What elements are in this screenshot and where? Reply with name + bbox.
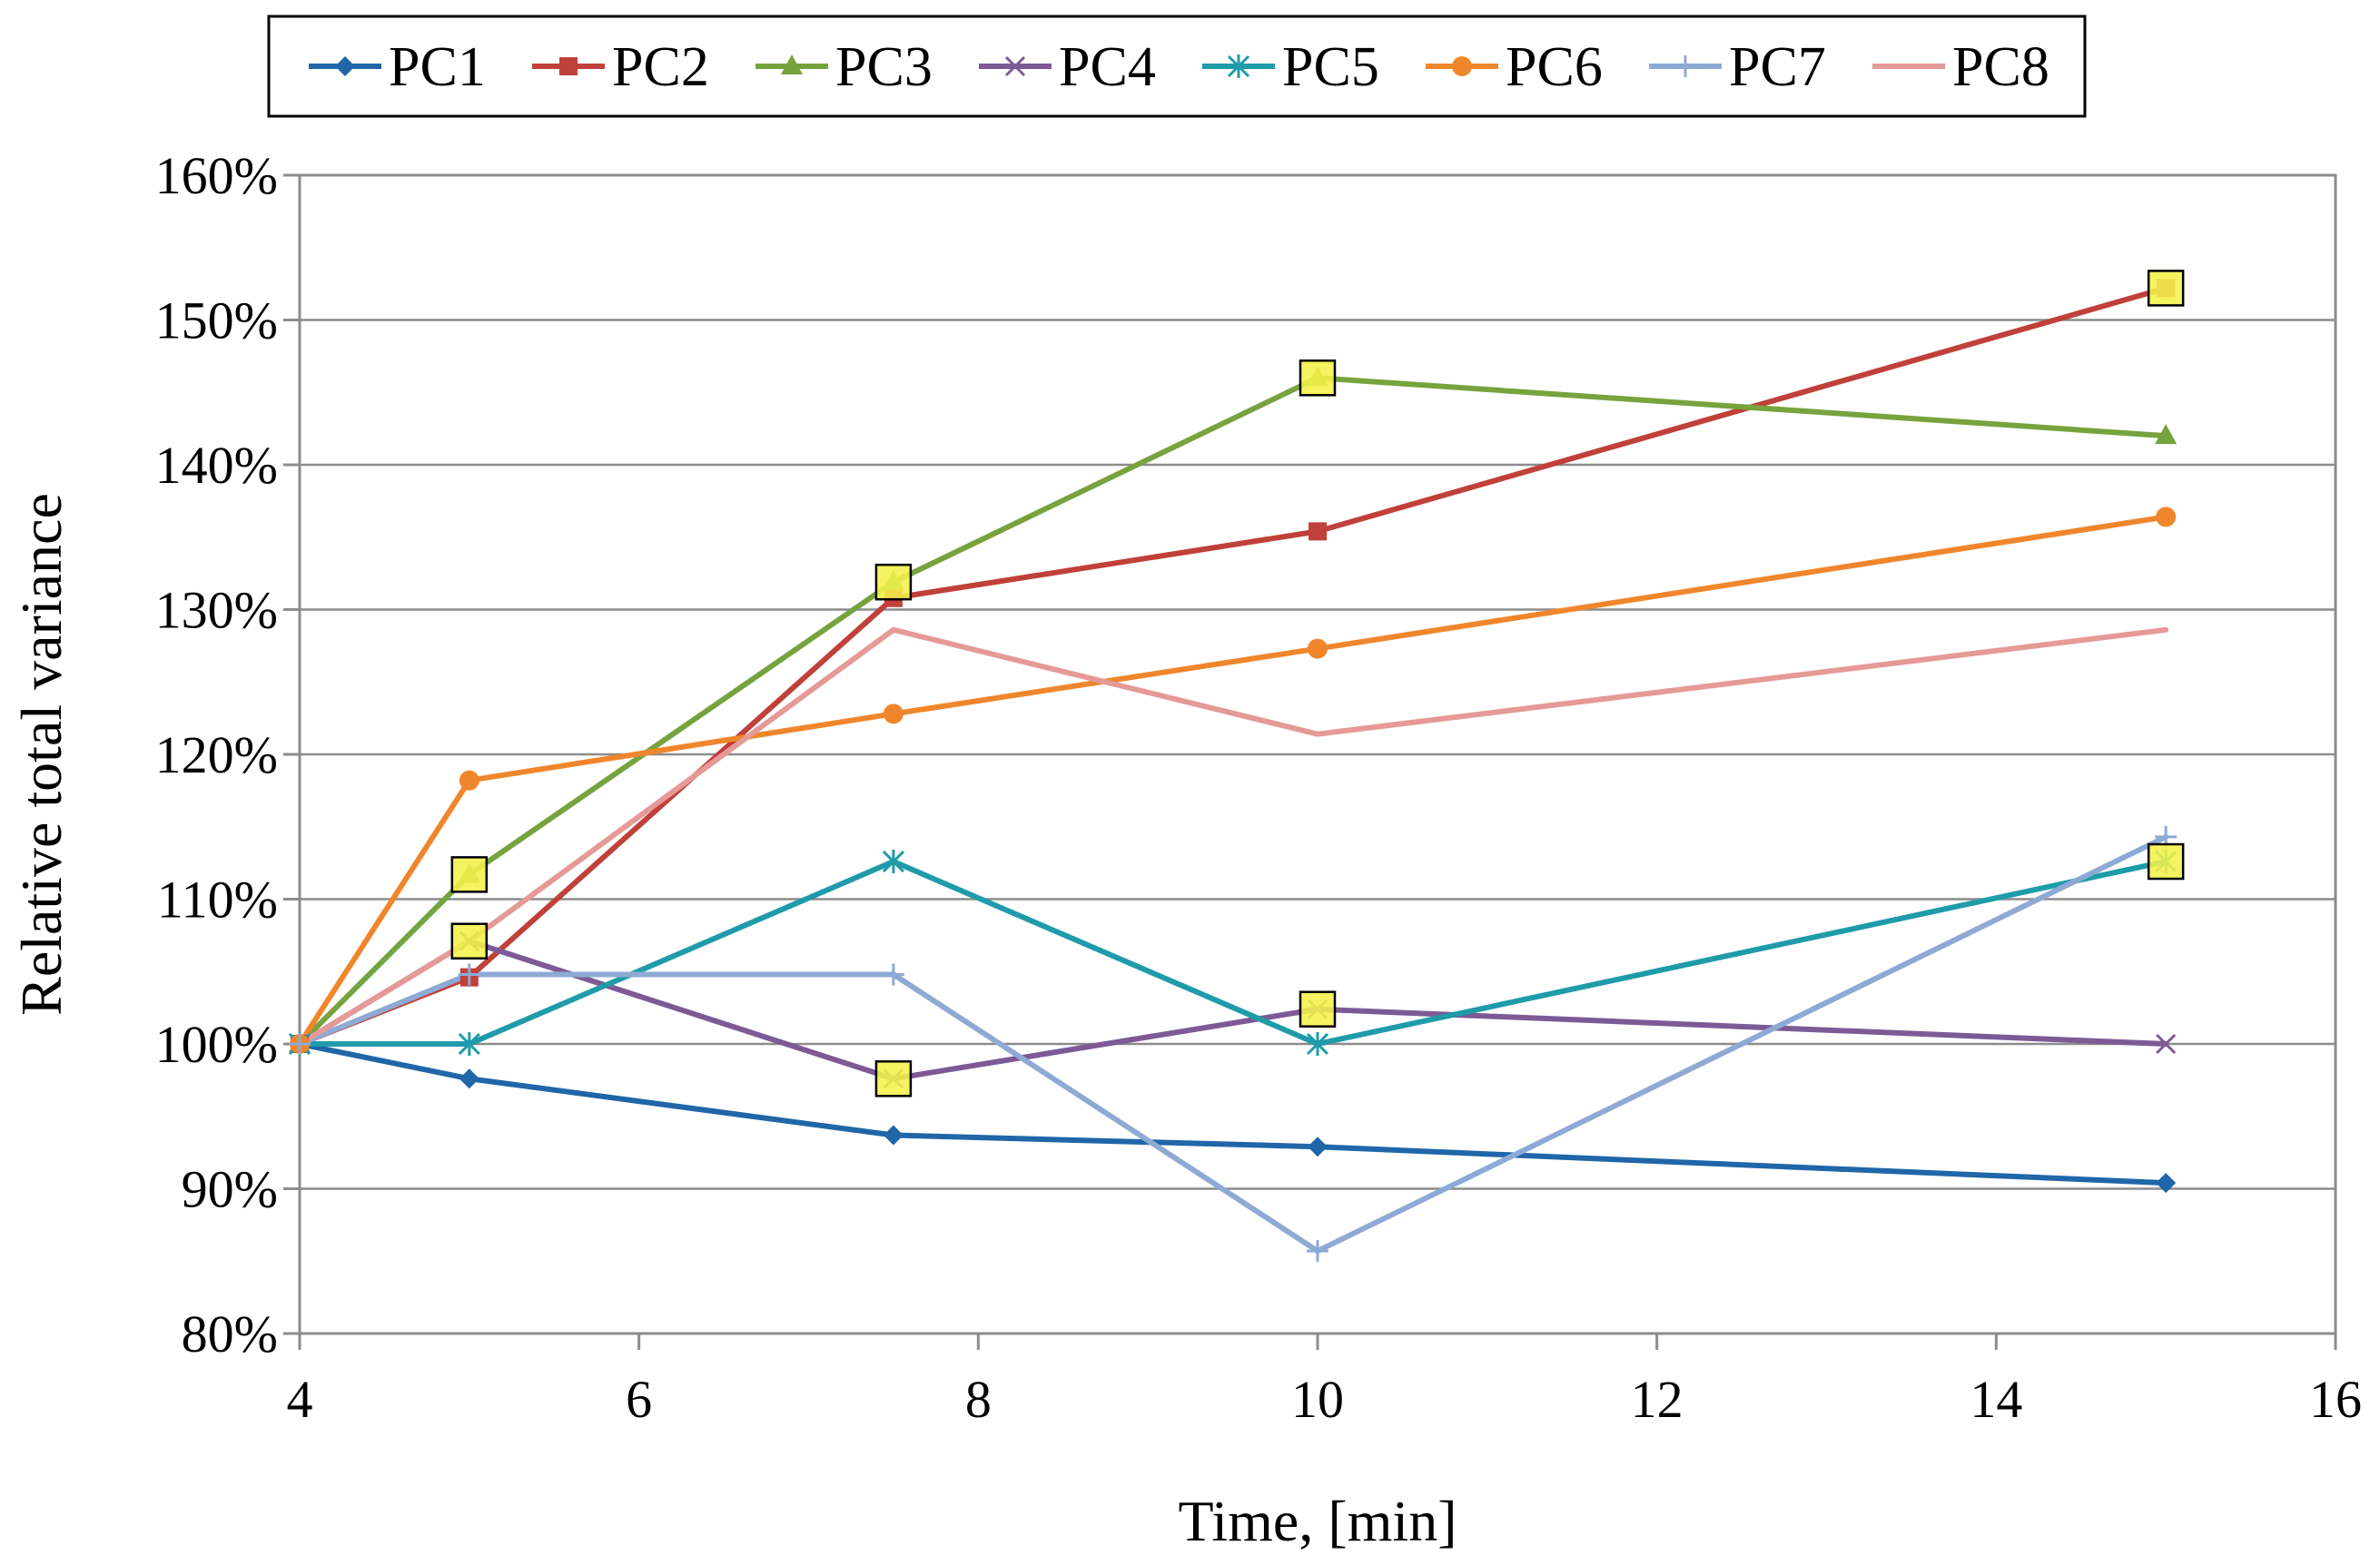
legend-label-pc1: PC1 (389, 36, 486, 98)
highlight-marker-pc3-5 (450, 856, 489, 893)
series-line-pc8 (297, 626, 2169, 1047)
data-point-pc1-1 (459, 1068, 479, 1089)
y-tick-label-160: 160% (155, 146, 278, 205)
x-tick-label-16: 16 (2309, 1370, 2362, 1429)
axes (283, 173, 2337, 1350)
x-tick-label-12: 12 (1631, 1370, 1684, 1429)
data-point-pc1-4 (2156, 1173, 2177, 1194)
highlight-marker-pc3-7-5 (874, 563, 913, 601)
data-point-pc7-1 (458, 963, 480, 986)
data-point-pc6-4 (2156, 507, 2177, 527)
y-tick-label-90: 90% (182, 1160, 278, 1219)
legend-marker-pc2 (559, 57, 578, 75)
legend-marker-pc4 (1004, 55, 1026, 77)
legend-label-pc7: PC7 (1729, 36, 1826, 98)
highlight-marker-pc3-10 (1299, 359, 1337, 397)
y-tick-label-130: 130% (155, 581, 278, 640)
legend-item-pc7: PC7 (1649, 36, 1826, 98)
x-tick-label-10: 10 (1291, 1370, 1344, 1429)
highlight-marker-pc5-15 (2147, 842, 2185, 881)
highlight-marker-pc4-5 (450, 922, 489, 960)
highlight-marker-pc2-15 (2147, 270, 2185, 307)
legend-label-pc3: PC3 (835, 36, 933, 98)
legend-item-pc8: PC8 (1872, 36, 2049, 98)
data-point-pc5-1 (458, 1032, 480, 1056)
x-tick-label-14: 14 (1970, 1370, 2022, 1429)
highlight-markers (450, 270, 2185, 1097)
data-point-pc7-0 (289, 1033, 311, 1055)
data-point-pc1-2 (883, 1125, 904, 1146)
legend-marker-pc6 (1452, 56, 1472, 76)
data-point-pc6-2 (883, 704, 904, 724)
data-point-pc2-3 (1309, 522, 1327, 541)
x-tick-label-4: 4 (287, 1370, 313, 1429)
legend-marker-pc7 (1674, 55, 1696, 77)
x-tick-labels: 4 6 8 10 12 14 16 (287, 1370, 2363, 1429)
highlight-marker-pc4-10 (1299, 990, 1337, 1028)
x-tick-label-6: 6 (626, 1370, 652, 1429)
data-point-pc3-4 (2155, 424, 2178, 445)
legend-marker-pc5 (1227, 54, 1250, 78)
data-point-pc7-3 (1307, 1240, 1328, 1263)
y-tick-label-140: 140% (155, 436, 278, 495)
legend-item-pc6: PC6 (1426, 36, 1603, 98)
data-point-pc4-4 (2156, 1033, 2177, 1055)
data-point-pc7-2 (882, 963, 904, 986)
legend: PC1 PC2 PC3 PC4 PC5 PC6 PC7 PC8 (267, 15, 2087, 118)
data-point-pc5-2 (882, 850, 904, 874)
x-tick-label-8: 8 (965, 1370, 992, 1429)
legend-item-pc5: PC5 (1202, 36, 1379, 98)
highlight-marker-pc4-7-5 (874, 1060, 913, 1097)
y-axis-title: Relative total variance (9, 493, 74, 1016)
data-point-pc6-1 (459, 770, 479, 791)
x-axis-title: Time, [min] (1179, 1489, 1457, 1553)
legend-marker-pc1 (335, 56, 355, 76)
legend-item-pc4: PC4 (979, 36, 1156, 98)
legend-items: PC1 PC2 PC3 PC4 PC5 PC6 PC7 PC8 (309, 36, 2049, 98)
legend-item-pc2: PC2 (532, 36, 709, 98)
legend-label-pc6: PC6 (1506, 36, 1603, 98)
data-point-pc5-3 (1306, 1032, 1329, 1056)
y-tick-labels: 80% 90% 100% 110% 120% 130% 140% 150% 160% (155, 146, 278, 1363)
legend-item-pc1: PC1 (309, 36, 486, 98)
y-tick-label-120: 120% (155, 725, 278, 784)
legend-label-pc4: PC4 (1059, 36, 1156, 98)
legend-marker-pc3 (781, 54, 803, 74)
data-point-pc1-3 (1308, 1137, 1328, 1157)
y-tick-label-100: 100% (155, 1015, 278, 1074)
y-tick-label-80: 80% (182, 1304, 278, 1363)
y-tick-label-150: 150% (155, 291, 278, 350)
legend-label-pc2: PC2 (612, 36, 709, 98)
y-tick-label-110: 110% (157, 871, 278, 930)
legend-item-pc3: PC3 (755, 36, 933, 98)
legend-label-pc5: PC5 (1282, 36, 1379, 98)
legend-label-pc8: PC8 (1952, 36, 2049, 98)
data-point-pc6-3 (1308, 638, 1328, 659)
